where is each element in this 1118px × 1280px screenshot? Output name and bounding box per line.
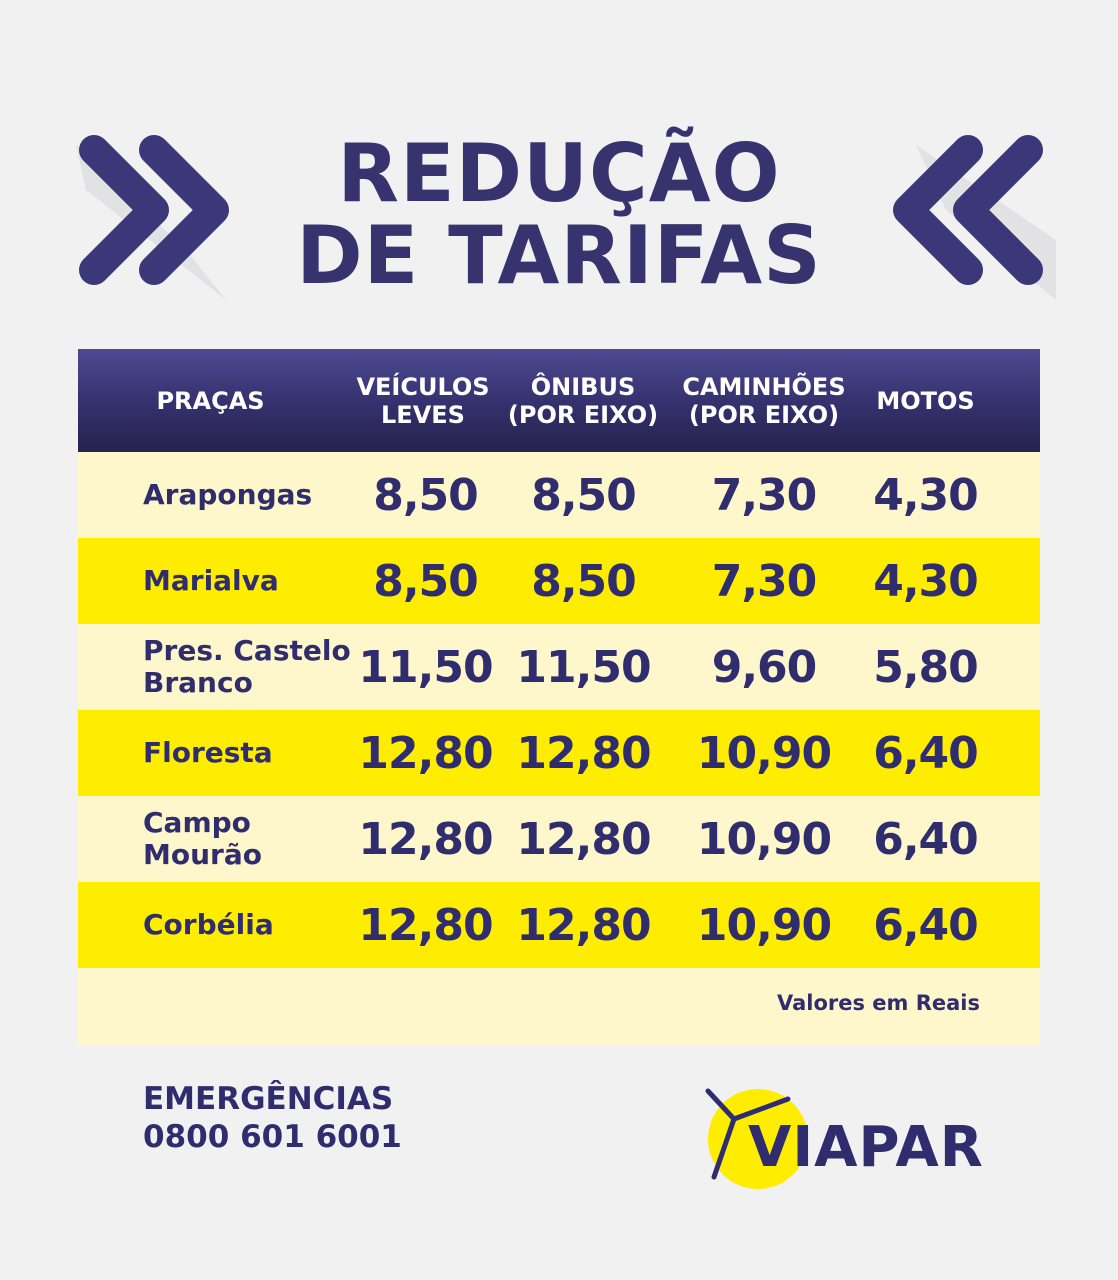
value-onibus: 12,80 (516, 899, 651, 951)
value-motos: 6,40 (873, 727, 979, 779)
row-name: Marialva (143, 564, 279, 597)
double-chevron-right-icon (76, 135, 229, 300)
header-caminhoes: CAMINHÕES (POR EIXO) (682, 372, 846, 429)
value-motos: 5,80 (873, 641, 979, 693)
value-caminhoes: 7,30 (711, 555, 818, 607)
value-motos: 6,40 (873, 813, 979, 865)
value-caminhoes: 10,90 (696, 813, 832, 865)
table-row: Corbélia 12,80 12,80 10,90 6,40 (78, 882, 1040, 968)
header-pracas: PRAÇAS (156, 386, 265, 415)
row-name: Floresta (143, 736, 273, 769)
value-onibus: 12,80 (516, 727, 651, 779)
value-caminhoes: 7,30 (711, 469, 818, 521)
row-name: Campo Mourão (143, 806, 262, 871)
value-onibus: 8,50 (531, 469, 637, 521)
value-veiculos-leves: 11,50 (358, 641, 493, 693)
table-row: Pres. Castelo Branco 11,50 11,50 9,60 5,… (78, 624, 1040, 710)
table-row: Campo Mourão 12,80 12,80 10,90 6,40 (78, 796, 1040, 882)
emergency-info: EMERGÊNCIAS 0800 601 6001 (143, 1080, 402, 1156)
value-caminhoes: 10,90 (696, 727, 832, 779)
value-caminhoes: 9,60 (711, 641, 818, 693)
row-name: Pres. Castelo Branco (143, 634, 351, 699)
title-line-1: REDUÇÃO (337, 127, 781, 220)
row-name: Arapongas (143, 478, 313, 511)
value-veiculos-leves: 8,50 (373, 555, 479, 607)
value-veiculos-leves: 8,50 (373, 469, 479, 521)
row-name: Corbélia (143, 908, 274, 941)
value-caminhoes: 10,90 (696, 899, 832, 951)
value-onibus: 8,50 (531, 555, 637, 607)
value-veiculos-leves: 12,80 (358, 813, 493, 865)
value-motos: 4,30 (873, 555, 979, 607)
viapar-logo: VIAPAR (700, 1085, 1000, 1195)
value-onibus: 11,50 (516, 641, 651, 693)
header-veiculos-leves: VEÍCULOS LEVES (356, 372, 490, 429)
value-motos: 4,30 (873, 469, 979, 521)
emergency-phone: 0800 601 6001 (143, 1119, 402, 1155)
double-chevron-left-icon (893, 135, 1056, 300)
value-motos: 6,40 (873, 899, 979, 951)
title-line-2: DE TARIFAS (296, 209, 822, 302)
viapar-logo-icon (705, 1088, 808, 1189)
header-motos: MOTOS (876, 386, 975, 415)
tariff-table: PRAÇAS VEÍCULOS LEVES ÔNIBUS (POR EIXO) … (78, 349, 1040, 1045)
table-row: Marialva 8,50 8,50 7,30 4,30 (78, 538, 1040, 624)
table-header: PRAÇAS VEÍCULOS LEVES ÔNIBUS (POR EIXO) … (78, 349, 1040, 452)
value-veiculos-leves: 12,80 (358, 899, 493, 951)
logo-text: VIAPAR (748, 1115, 984, 1180)
table-row: Floresta 12,80 12,80 10,90 6,40 (78, 710, 1040, 796)
value-veiculos-leves: 12,80 (358, 727, 493, 779)
table-row: Arapongas 8,50 8,50 7,30 4,30 (78, 452, 1040, 538)
value-onibus: 12,80 (516, 813, 651, 865)
values-note: Valores em Reais (776, 991, 980, 1015)
page-title: REDUÇÃO DE TARIFAS (0, 134, 1118, 296)
header-onibus: ÔNIBUS (POR EIXO) (507, 372, 659, 429)
emergency-label: EMERGÊNCIAS (143, 1081, 394, 1117)
